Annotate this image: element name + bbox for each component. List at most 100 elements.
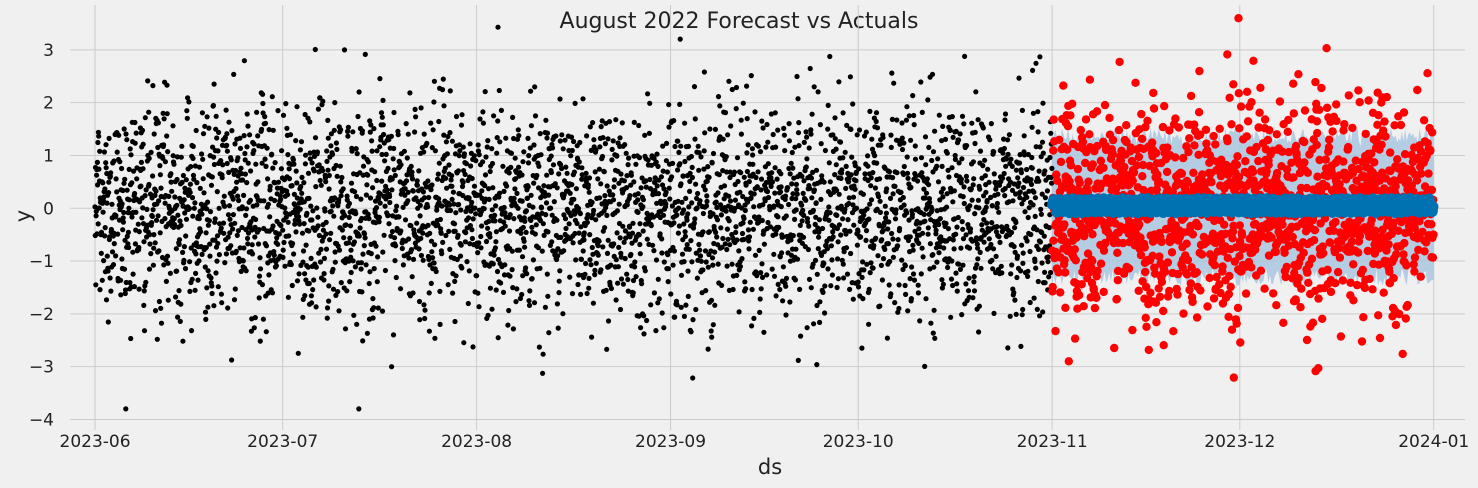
history-point <box>592 272 598 278</box>
history-point <box>540 351 546 357</box>
history-point <box>1034 306 1040 312</box>
history-point <box>623 235 629 241</box>
forecast-period-actual-point <box>1209 294 1219 303</box>
forecast-period-actual-point <box>1060 256 1069 265</box>
history-point <box>230 196 236 202</box>
history-point <box>599 118 605 124</box>
history-point <box>844 271 851 277</box>
history-point <box>469 235 475 242</box>
history-point <box>541 232 547 238</box>
history-point <box>793 246 799 252</box>
history-point <box>758 187 764 193</box>
history-point <box>398 162 404 168</box>
history-point <box>106 190 112 196</box>
history-point <box>432 242 438 248</box>
history-point <box>577 211 584 217</box>
forecast-period-actual-point <box>1338 276 1348 285</box>
history-point <box>444 185 450 191</box>
history-point <box>302 111 308 118</box>
history-point <box>150 83 156 89</box>
history-point <box>1049 165 1055 171</box>
history-point <box>332 195 338 201</box>
history-point <box>803 197 809 203</box>
history-point <box>817 319 823 325</box>
history-point <box>182 189 188 195</box>
history-point <box>1045 259 1051 265</box>
history-point <box>756 247 762 253</box>
history-point <box>531 300 538 306</box>
history-point <box>129 214 135 220</box>
history-point <box>1035 109 1041 115</box>
forecast-period-actual-point <box>1297 284 1306 293</box>
forecast-period-actual-point <box>1113 248 1122 257</box>
history-point <box>359 289 365 295</box>
history-point <box>613 257 619 263</box>
history-point <box>555 325 561 331</box>
history-point <box>158 185 164 191</box>
history-point <box>870 170 876 176</box>
history-point <box>270 223 276 229</box>
history-point <box>280 254 286 260</box>
forecast-period-actual-point <box>1149 88 1158 98</box>
history-point <box>290 157 296 163</box>
history-point <box>738 117 744 123</box>
history-point <box>495 256 502 263</box>
history-point <box>948 314 954 320</box>
history-point <box>657 231 663 237</box>
history-point <box>489 306 495 312</box>
history-point <box>817 122 824 128</box>
history-point <box>737 263 744 270</box>
history-point <box>934 163 940 169</box>
history-point <box>403 121 409 127</box>
history-point <box>330 266 336 272</box>
history-point <box>540 370 546 376</box>
history-point <box>611 177 618 183</box>
history-point <box>152 192 158 198</box>
history-point <box>334 173 340 179</box>
history-point <box>329 151 336 157</box>
history-point <box>925 97 931 103</box>
history-point <box>856 166 862 172</box>
history-point <box>241 133 247 139</box>
history-point <box>980 125 986 131</box>
forecast-period-actual-point <box>1115 57 1124 67</box>
history-point <box>225 305 231 311</box>
history-point <box>222 260 228 266</box>
history-point <box>348 269 354 276</box>
history-point <box>132 190 138 197</box>
history-point <box>888 144 894 150</box>
history-point <box>289 282 295 289</box>
history-point <box>695 143 701 149</box>
history-point <box>698 154 704 160</box>
history-point <box>806 145 812 151</box>
history-point <box>379 151 385 158</box>
history-point <box>976 303 983 309</box>
history-point <box>495 118 501 124</box>
history-point <box>189 276 195 282</box>
history-point <box>897 225 903 232</box>
history-point <box>740 100 746 106</box>
history-point <box>589 244 595 251</box>
history-point <box>736 248 742 254</box>
forecast-period-actual-point <box>1088 230 1097 239</box>
history-point <box>676 223 683 229</box>
history-point <box>515 205 521 211</box>
forecast-period-actual-point <box>1349 260 1358 269</box>
history-point <box>449 183 455 189</box>
history-point <box>444 151 450 157</box>
history-point <box>120 215 126 221</box>
history-point <box>333 162 339 169</box>
history-point <box>835 276 842 282</box>
history-point <box>1002 193 1008 199</box>
history-point <box>507 273 513 279</box>
history-point <box>681 221 687 227</box>
forecast-period-actual-point <box>1056 288 1065 297</box>
history-point <box>486 186 492 192</box>
history-point <box>815 89 821 95</box>
history-point <box>351 239 357 245</box>
history-point <box>414 220 420 226</box>
history-point <box>879 237 885 243</box>
forecast-period-actual-point <box>1137 134 1147 143</box>
history-point <box>772 165 778 171</box>
history-point <box>428 280 434 286</box>
